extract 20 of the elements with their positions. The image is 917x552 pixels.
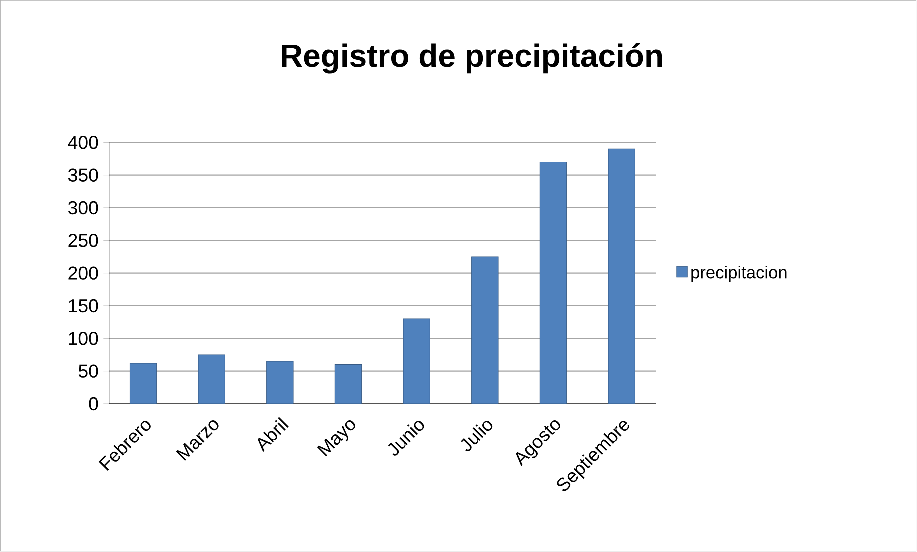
y-tick-label: 200	[68, 266, 98, 280]
x-tick-label: Julio	[461, 420, 493, 452]
y-tick-label: 50	[78, 364, 98, 378]
y-tick-label: 400	[68, 136, 98, 150]
chart-title: Registro de precipitación	[282, 44, 662, 74]
y-tick-label: 150	[69, 299, 98, 313]
bar	[540, 162, 568, 404]
bar	[266, 361, 294, 404]
bar	[334, 364, 362, 404]
y-tick-label: 350	[68, 168, 98, 182]
bar	[608, 148, 636, 404]
y-tick-label: 0	[89, 397, 98, 411]
bar	[198, 354, 226, 404]
y-tick-label: 300	[68, 201, 98, 215]
bar	[472, 256, 499, 404]
y-tick-label: 250	[68, 234, 98, 248]
bar	[403, 318, 430, 404]
legend-label: precipitacion	[692, 266, 787, 282]
bar	[130, 363, 158, 404]
y-tick-label: 100	[69, 332, 98, 346]
